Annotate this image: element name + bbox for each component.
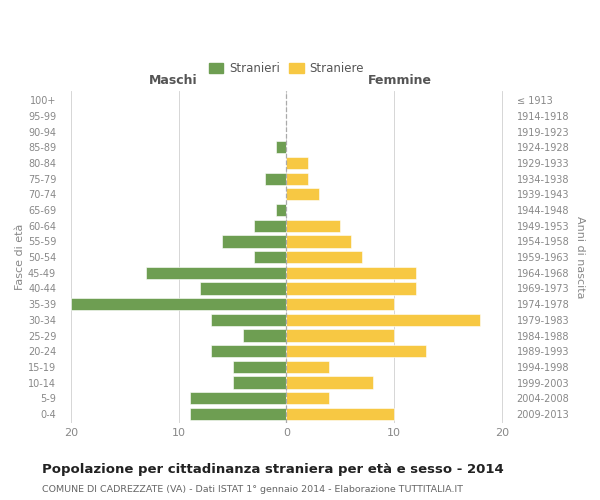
Bar [286,251,362,263]
Bar [286,282,416,294]
Bar [286,172,308,185]
Bar [190,392,286,404]
Y-axis label: Fasce di età: Fasce di età [15,224,25,290]
Bar [233,361,286,373]
Bar [286,220,340,232]
Bar [286,236,351,248]
Y-axis label: Anni di nascita: Anni di nascita [575,216,585,298]
Bar [265,172,286,185]
Bar [286,266,416,279]
Bar [286,361,329,373]
Bar [286,345,427,358]
Bar [286,157,308,169]
Bar [211,345,286,358]
Bar [275,141,286,154]
Text: Popolazione per cittadinanza straniera per età e sesso - 2014: Popolazione per cittadinanza straniera p… [42,462,504,475]
Legend: Stranieri, Straniere: Stranieri, Straniere [205,58,367,78]
Bar [254,251,286,263]
Bar [211,314,286,326]
Bar [286,376,373,388]
Bar [200,282,286,294]
Bar [244,330,286,342]
Text: Femmine: Femmine [367,74,431,87]
Bar [286,408,394,420]
Bar [286,392,329,404]
Text: Maschi: Maschi [149,74,197,87]
Bar [286,188,319,200]
Bar [275,204,286,216]
Bar [233,376,286,388]
Bar [286,330,394,342]
Bar [146,266,286,279]
Bar [286,298,394,310]
Bar [254,220,286,232]
Bar [71,298,286,310]
Bar [190,408,286,420]
Bar [222,236,286,248]
Text: COMUNE DI CADREZZATE (VA) - Dati ISTAT 1° gennaio 2014 - Elaborazione TUTTITALIA: COMUNE DI CADREZZATE (VA) - Dati ISTAT 1… [42,485,463,494]
Bar [286,314,480,326]
